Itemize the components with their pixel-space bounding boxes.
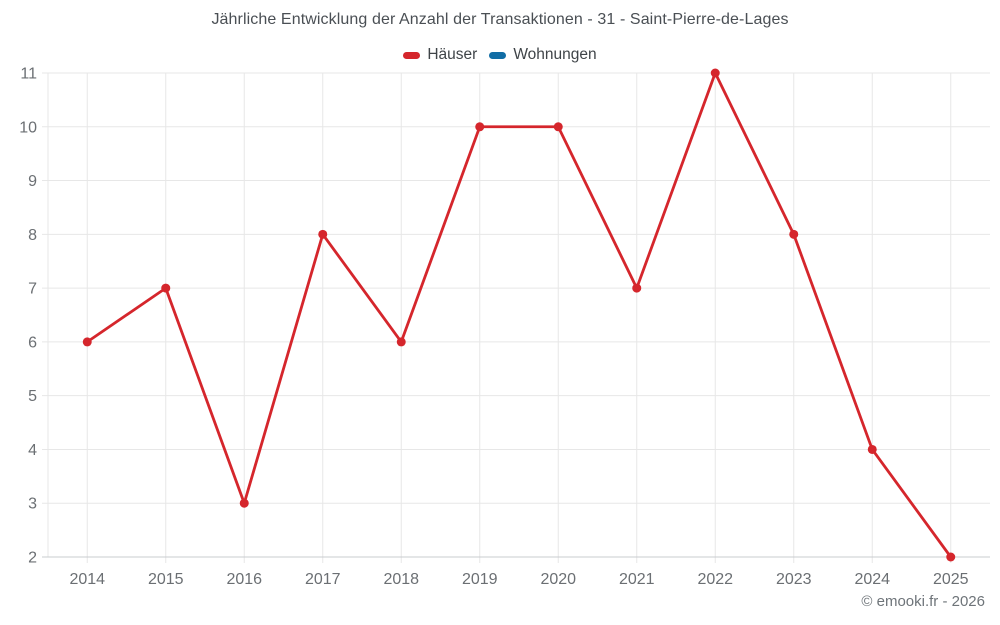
data-point[interactable] [318, 229, 328, 239]
x-tick-label: 2014 [69, 571, 105, 588]
y-tick-label: 11 [20, 66, 37, 83]
legend-label-wohnungen: Wohnungen [513, 46, 597, 63]
copyright: © emooki.fr - 2026 [861, 593, 985, 610]
x-tick-label: 2025 [933, 571, 969, 588]
y-tick-label: 2 [28, 550, 37, 567]
data-point[interactable] [553, 122, 563, 132]
data-point[interactable] [632, 283, 642, 293]
x-tick-label: 2015 [148, 571, 184, 588]
legend-label-haeuser: Häuser [427, 46, 478, 63]
y-tick-label: 7 [28, 281, 37, 298]
legend-item-wohnungen[interactable]: Wohnungen [489, 46, 597, 64]
series-line-häuser [85, 71, 953, 559]
x-tick-label: 2022 [697, 571, 733, 588]
x-tick-label: 2018 [383, 571, 419, 588]
y-tick-label: 5 [28, 388, 37, 405]
x-tick-label: 2016 [226, 571, 262, 588]
x-tick-label: 2017 [305, 571, 341, 588]
data-point[interactable] [239, 498, 249, 508]
legend: Häuser Wohnungen [0, 46, 1000, 64]
data-point[interactable] [867, 444, 877, 454]
y-tick-label: 6 [28, 334, 37, 351]
y-tick-label: 10 [19, 119, 37, 136]
data-point[interactable] [161, 283, 171, 293]
y-tick-label: 4 [28, 442, 37, 459]
x-tick-label: 2020 [540, 571, 576, 588]
data-point[interactable] [789, 229, 799, 239]
data-point[interactable] [396, 337, 406, 347]
data-point[interactable] [710, 68, 720, 78]
x-tick-label: 2023 [776, 571, 812, 588]
x-tick-label: 2021 [619, 571, 655, 588]
data-point[interactable] [946, 552, 956, 562]
y-tick-label: 9 [28, 173, 37, 190]
x-tick-label: 2019 [462, 571, 498, 588]
y-tick-label: 3 [28, 496, 37, 513]
legend-marker-haeuser-icon [403, 51, 421, 59]
y-tick-label: 8 [28, 227, 37, 244]
legend-marker-wohnungen-icon [489, 51, 507, 59]
data-point[interactable] [475, 122, 485, 132]
chart-title: Jährliche Entwicklung der Anzahl der Tra… [211, 11, 789, 28]
legend-item-haeuser[interactable]: Häuser [403, 46, 477, 64]
x-tick-label: 2024 [854, 571, 890, 588]
data-point[interactable] [82, 337, 92, 347]
